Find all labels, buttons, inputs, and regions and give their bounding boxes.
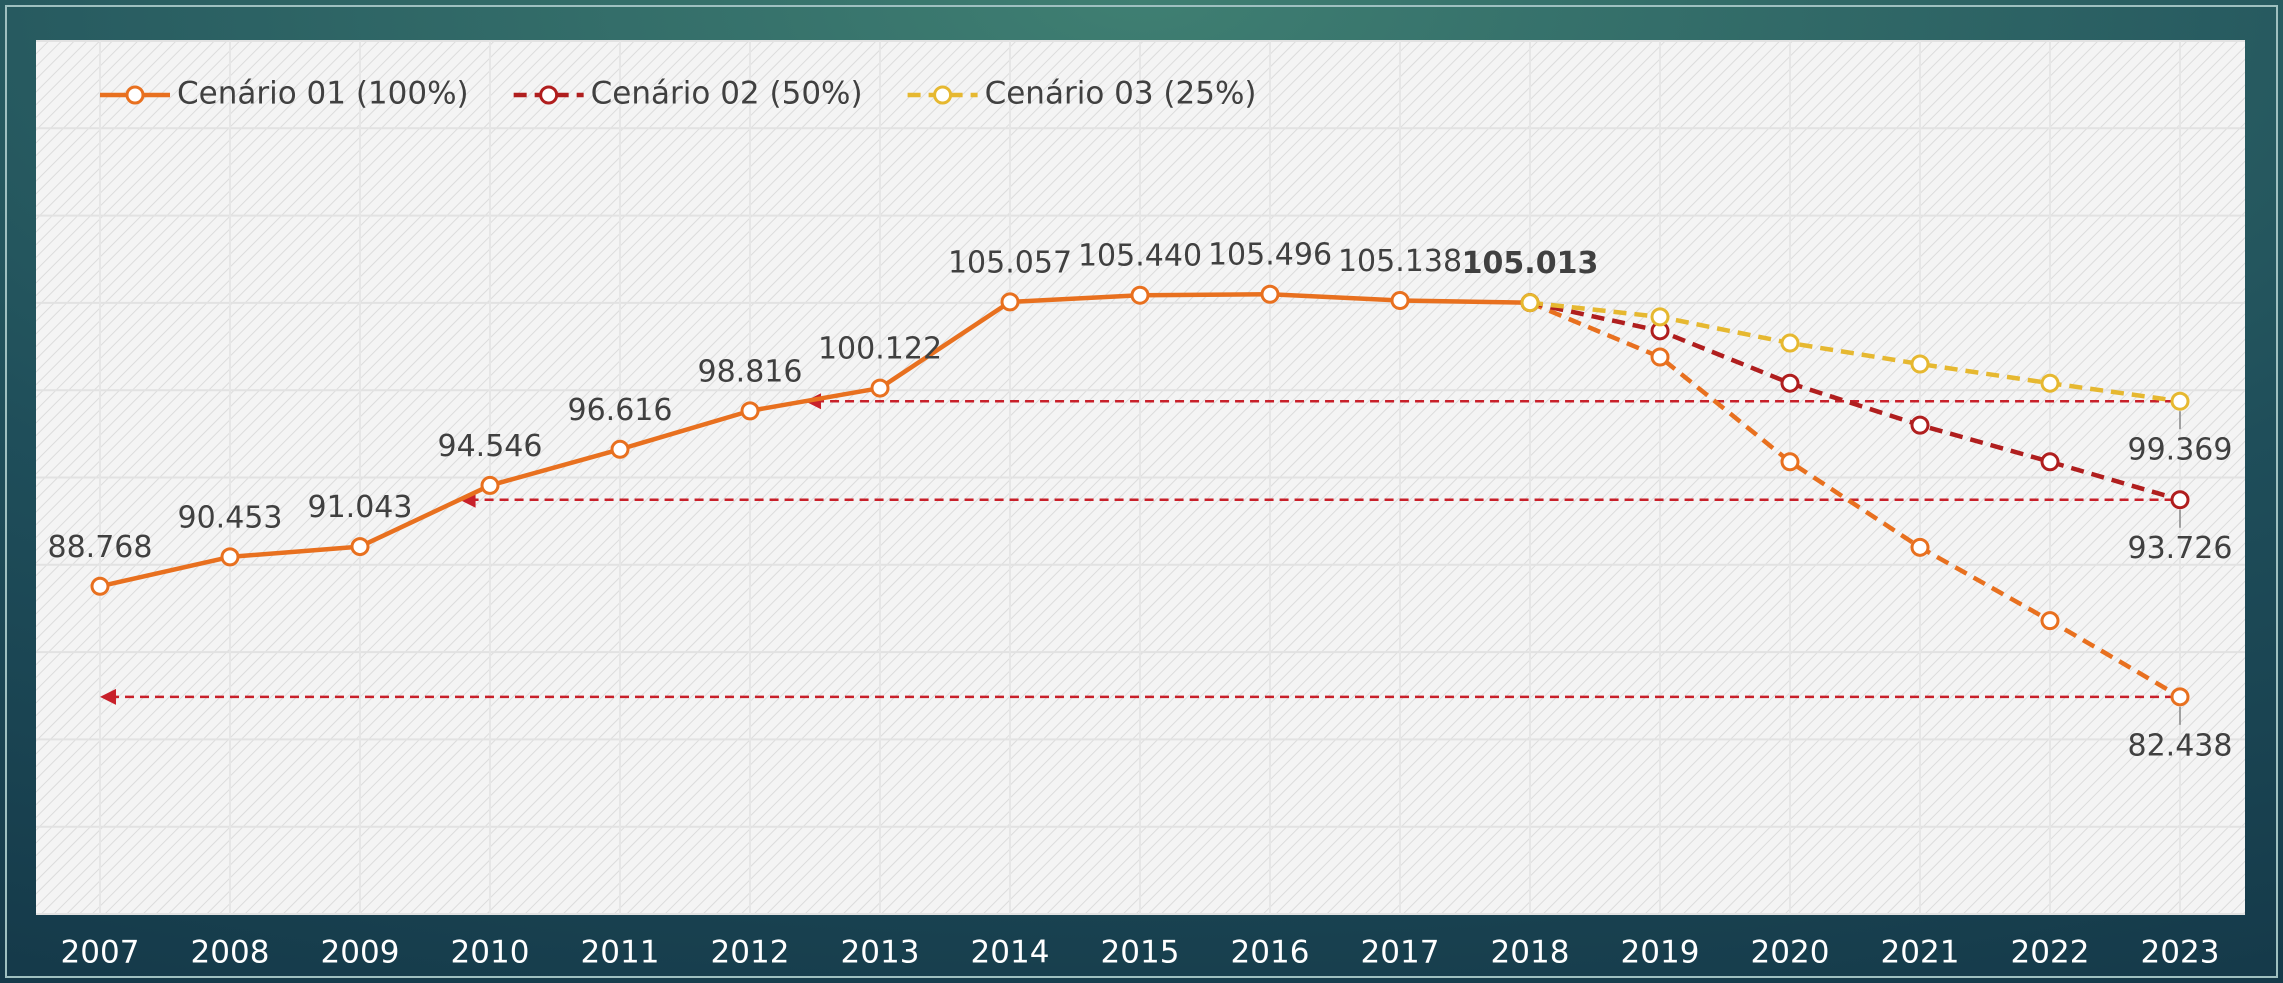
legend-marker [539, 85, 559, 105]
data-label: 88.768 [48, 530, 153, 565]
data-label: 99.369 [2128, 433, 2233, 468]
data-label: 105.013 [1462, 246, 1599, 281]
x-tick-label: 2022 [2011, 935, 2090, 971]
x-tick-label: 2007 [61, 935, 140, 971]
point [1910, 354, 1930, 374]
x-tick-label: 2016 [1231, 935, 1310, 971]
x-tick-label: 2013 [841, 935, 920, 971]
legend-label: Cenário 03 (25%) [985, 76, 1257, 112]
data-label: 105.440 [1078, 239, 1202, 274]
x-tick-label: 2020 [1751, 935, 1830, 971]
data-label: 100.122 [818, 332, 942, 367]
reference-arrow [100, 688, 116, 705]
point [90, 576, 110, 596]
data-label: 82.438 [2128, 728, 2233, 763]
point [2040, 452, 2060, 472]
point [610, 439, 630, 459]
legend-label: Cenário 01 (100%) [177, 76, 469, 112]
point [1000, 292, 1020, 312]
data-label: 105.138 [1338, 244, 1462, 279]
point [1780, 452, 1800, 472]
x-tick-label: 2023 [2141, 935, 2220, 971]
point [870, 378, 890, 398]
point [220, 547, 240, 567]
point [1260, 284, 1280, 304]
grid [36, 40, 2245, 915]
point [2170, 391, 2190, 411]
point [1130, 285, 1150, 305]
point [1520, 293, 1540, 313]
point [480, 475, 500, 495]
series-line [1529, 300, 2182, 699]
point [2040, 373, 2060, 393]
data-label: 96.616 [568, 393, 673, 428]
x-tick-label: 2008 [191, 935, 270, 971]
point [1910, 537, 1930, 557]
labels: 88.768 90.453 91.043 94.546 96.616 98.816 100.… [48, 238, 2233, 764]
x-tick-label: 2018 [1491, 935, 1570, 971]
point [740, 401, 760, 421]
x-tick-label: 2014 [971, 935, 1050, 971]
legend-marker [933, 85, 953, 105]
series-line [1529, 300, 2181, 502]
legend: Cenário 01 (100%) Cenário 02 (50%) Cenário… [100, 76, 1257, 112]
point [1650, 347, 1670, 367]
series-line [99, 291, 1531, 589]
x-tick-label: 2017 [1361, 935, 1440, 971]
x-tick-label: 2021 [1881, 935, 1960, 971]
point [1780, 373, 1800, 393]
data-label: 90.453 [178, 500, 283, 535]
data-label: 105.057 [948, 245, 1072, 280]
point [350, 537, 370, 557]
x-tick-label: 2012 [711, 935, 790, 971]
point [1650, 307, 1670, 327]
point [1390, 290, 1410, 310]
data-label: 94.546 [438, 429, 543, 464]
x-tick-label: 2011 [581, 935, 660, 971]
data-label: 98.816 [698, 354, 803, 389]
x-tick-label: 2009 [321, 935, 400, 971]
point [1910, 415, 1930, 435]
data-label: 105.496 [1208, 238, 1332, 273]
series-line [1529, 300, 2181, 404]
legend-label: Cenário 02 (50%) [591, 76, 863, 112]
data-label: 91.043 [308, 490, 413, 525]
point [2170, 687, 2190, 707]
point [1780, 333, 1800, 353]
data-label: 93.726 [2128, 531, 2233, 566]
legend-marker [125, 85, 145, 105]
x-tick-label: 2019 [1621, 935, 1700, 971]
x-tick-label: 2015 [1101, 935, 1180, 971]
lines [99, 291, 2182, 699]
point [2170, 490, 2190, 510]
x-tick-label: 2010 [451, 935, 530, 971]
points [90, 284, 2190, 707]
point [2040, 611, 2060, 631]
frame [5, 5, 2278, 978]
